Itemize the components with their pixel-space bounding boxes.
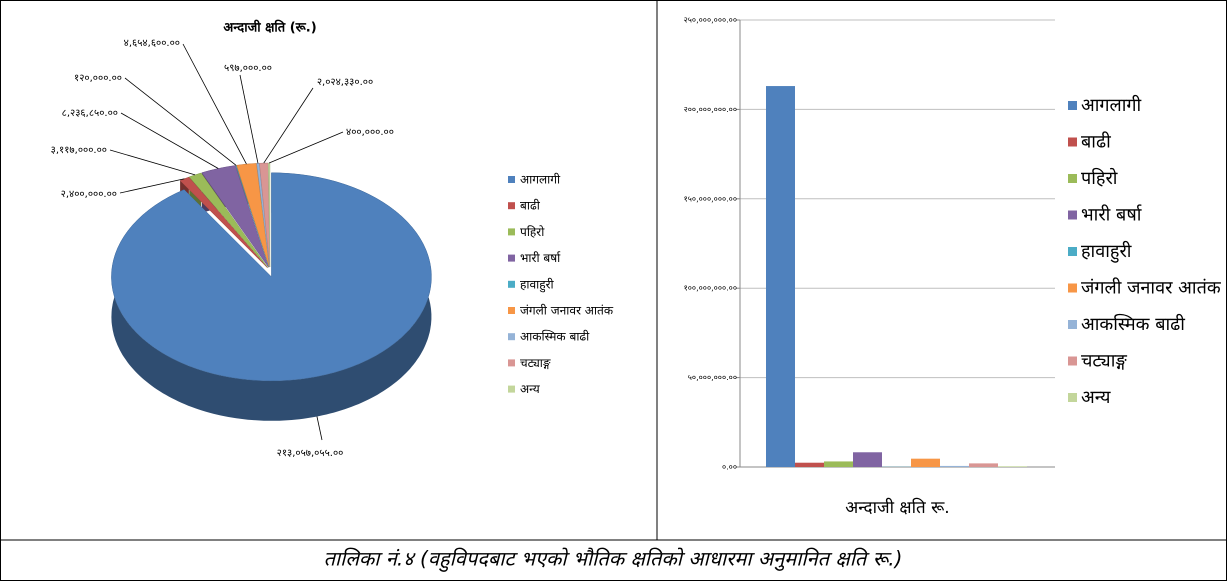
data-label: ८,२३६,८५०.०० [62,108,118,119]
legend-label: चट्याङ्ग [1081,351,1127,372]
legend-label: अन्य [1081,387,1111,408]
pie-slice [188,172,268,268]
legend-label: भारी बर्षा [1081,204,1142,226]
legend-label: भारी बर्षा [520,251,561,265]
data-label: ४,६५४,६००.०० [124,38,180,49]
leader-line [263,87,314,164]
leader-line [239,74,259,164]
leader-line [316,416,323,441]
data-label: २,०२४,३३०.०० [317,77,373,88]
bar [824,461,853,467]
leader-line [119,178,185,194]
bar [795,462,824,467]
leader-line [109,149,196,176]
bar [940,465,969,467]
data-label: २१३,०५७,०५५.०० [277,448,344,459]
legend-label: बाढी [1081,131,1111,153]
legend-swatch [1068,320,1077,329]
legend-label: चट्याङ्ग [520,356,551,370]
legend-label: हावाहुरी [1081,240,1132,263]
legend-label: अन्य [520,382,541,396]
legend-swatch [508,280,515,288]
legend-swatch [1068,283,1077,293]
legend-label: आकस्मिक बाढी [1081,313,1185,335]
legend-label: जंगली जनावर आतंक [520,304,614,318]
legend-swatch [508,307,515,314]
pie-title: अन्दाजी क्षति (रू.) [223,20,316,36]
data-label: १२०,०००.०० [74,73,122,84]
legend-swatch [508,202,515,210]
data-label: ३,११७,०००.०० [51,145,107,156]
pie-slice [179,176,268,268]
legend-swatch [1068,101,1077,110]
y-tick-label: २००,०००,०००.०० [684,105,737,114]
legend-label: बाढी [520,199,541,213]
legend-swatch [1068,137,1077,147]
leader-line [120,112,219,169]
y-tick-label: ०.०० [722,463,737,472]
bar [853,452,882,467]
legend-label: आकस्मिक बाढी [520,330,590,344]
legend-swatch [1068,247,1077,256]
legend-label: आगलागी [1081,94,1142,116]
data-label: ५९७,०००.०० [224,63,272,74]
x-tick-label: अन्दाजी क्षति रू. [845,497,949,518]
data-label: २,४००,०००.०० [61,189,117,200]
leader-line [124,77,237,166]
y-tick-label: १००,०००,०००.०० [684,284,737,293]
bar [998,466,1027,467]
caption: तालिका नं.४ (वहुविपदबाट भएको भौतिक क्षति… [324,547,903,573]
legend-swatch [1068,210,1077,220]
legend-label: पहिरो [520,225,545,239]
leader-line [182,43,247,165]
legend-label: आगलागी [520,173,561,187]
bar [969,463,998,467]
leader-line [268,131,344,164]
legend-swatch [508,176,515,183]
legend-swatch [508,359,515,367]
legend-swatch [1068,356,1077,366]
legend-swatch [508,228,515,236]
legend-label: पहिरो [1081,167,1118,189]
legend-label: हावाहुरी [520,277,555,292]
legend-swatch [508,385,515,393]
bar [911,458,940,467]
legend-label: जंगली जनावर आतंक [1081,277,1222,299]
y-tick-label: २५०,०००,०००.०० [684,16,737,25]
legend-swatch [508,333,515,341]
data-label: ४००,०००.०० [346,127,394,138]
y-tick-label: ५०,०००,०००.०० [688,373,737,382]
pie-slice [111,172,432,382]
legend-swatch [1068,393,1077,402]
legend-swatch [1068,174,1077,183]
legend-swatch [508,254,515,262]
y-tick-label: १५०,०००,०००.०० [684,194,737,203]
bar [766,86,795,467]
